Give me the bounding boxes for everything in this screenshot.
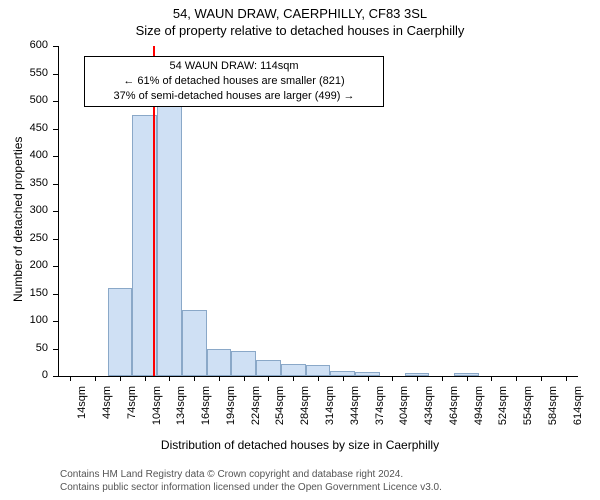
x-tick-label: 344sqm bbox=[349, 386, 361, 434]
x-tick-mark bbox=[268, 376, 269, 381]
footer-line-1: Contains HM Land Registry data © Crown c… bbox=[60, 468, 442, 481]
footer-attribution: Contains HM Land Registry data © Crown c… bbox=[60, 468, 442, 494]
x-tick-mark bbox=[318, 376, 319, 381]
x-tick-mark bbox=[95, 376, 96, 381]
y-tick-label: 500 bbox=[0, 94, 48, 106]
x-axis-label: Distribution of detached houses by size … bbox=[0, 438, 600, 452]
y-tick-label: 50 bbox=[0, 342, 48, 354]
x-tick-mark bbox=[516, 376, 517, 381]
y-tick-label: 0 bbox=[0, 369, 48, 381]
histogram-bar bbox=[231, 351, 256, 376]
y-tick-label: 600 bbox=[0, 39, 48, 51]
x-tick-mark bbox=[219, 376, 220, 381]
y-tick-label: 350 bbox=[0, 177, 48, 189]
x-tick-mark bbox=[491, 376, 492, 381]
y-tick-label: 250 bbox=[0, 232, 48, 244]
x-tick-mark bbox=[70, 376, 71, 381]
x-tick-label: 374sqm bbox=[374, 386, 386, 434]
x-tick-mark bbox=[244, 376, 245, 381]
x-tick-mark bbox=[145, 376, 146, 381]
x-tick-label: 164sqm bbox=[200, 386, 212, 434]
x-tick-label: 434sqm bbox=[423, 386, 435, 434]
x-tick-label: 14sqm bbox=[76, 386, 88, 434]
x-tick-mark bbox=[368, 376, 369, 381]
x-tick-label: 314sqm bbox=[324, 386, 336, 434]
annotation-box: 54 WAUN DRAW: 114sqm← 61% of detached ho… bbox=[84, 56, 384, 107]
histogram-bar bbox=[182, 310, 207, 376]
y-tick-label: 450 bbox=[0, 122, 48, 134]
x-tick-label: 554sqm bbox=[522, 386, 534, 434]
y-tick-label: 550 bbox=[0, 67, 48, 79]
x-tick-label: 464sqm bbox=[448, 386, 460, 434]
y-axis bbox=[58, 46, 59, 376]
x-tick-label: 74sqm bbox=[126, 386, 138, 434]
x-tick-label: 584sqm bbox=[547, 386, 559, 434]
x-tick-mark bbox=[194, 376, 195, 381]
histogram-bar bbox=[306, 365, 331, 376]
footer-line-2: Contains public sector information licen… bbox=[60, 481, 442, 494]
histogram-bar bbox=[157, 101, 182, 376]
title-line-1: 54, WAUN DRAW, CAERPHILLY, CF83 3SL bbox=[0, 6, 600, 21]
x-tick-label: 224sqm bbox=[250, 386, 262, 434]
x-tick-label: 104sqm bbox=[151, 386, 163, 434]
x-tick-mark bbox=[392, 376, 393, 381]
y-tick-label: 200 bbox=[0, 259, 48, 271]
y-tick-label: 100 bbox=[0, 314, 48, 326]
y-tick-label: 400 bbox=[0, 149, 48, 161]
x-tick-label: 254sqm bbox=[274, 386, 286, 434]
x-tick-mark bbox=[120, 376, 121, 381]
x-tick-mark bbox=[169, 376, 170, 381]
x-tick-label: 44sqm bbox=[101, 386, 113, 434]
x-tick-mark bbox=[343, 376, 344, 381]
x-tick-label: 614sqm bbox=[572, 386, 584, 434]
x-tick-label: 494sqm bbox=[473, 386, 485, 434]
x-tick-label: 194sqm bbox=[225, 386, 237, 434]
histogram-bar bbox=[207, 349, 232, 377]
y-tick-label: 300 bbox=[0, 204, 48, 216]
x-tick-mark bbox=[541, 376, 542, 381]
title-block: 54, WAUN DRAW, CAERPHILLY, CF83 3SL Size… bbox=[0, 0, 600, 38]
annotation-line-2: ← 61% of detached houses are smaller (82… bbox=[91, 74, 377, 89]
y-tick-label: 150 bbox=[0, 287, 48, 299]
x-tick-label: 524sqm bbox=[497, 386, 509, 434]
histogram-bar bbox=[256, 360, 281, 377]
x-tick-mark bbox=[442, 376, 443, 381]
histogram-bar bbox=[281, 364, 306, 376]
x-tick-label: 284sqm bbox=[299, 386, 311, 434]
x-tick-mark bbox=[293, 376, 294, 381]
x-tick-mark bbox=[566, 376, 567, 381]
x-tick-label: 404sqm bbox=[398, 386, 410, 434]
histogram-bar bbox=[108, 288, 133, 376]
annotation-line-1: 54 WAUN DRAW: 114sqm bbox=[91, 59, 377, 74]
chart-container: 54, WAUN DRAW, CAERPHILLY, CF83 3SL Size… bbox=[0, 0, 600, 500]
annotation-line-3: 37% of semi-detached houses are larger (… bbox=[91, 89, 377, 104]
title-line-2: Size of property relative to detached ho… bbox=[0, 23, 600, 38]
x-tick-mark bbox=[467, 376, 468, 381]
x-tick-label: 134sqm bbox=[175, 386, 187, 434]
x-tick-mark bbox=[417, 376, 418, 381]
